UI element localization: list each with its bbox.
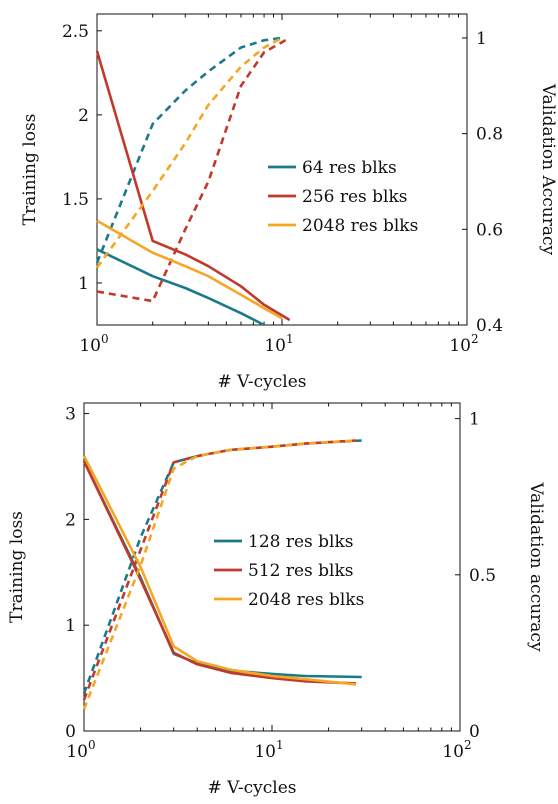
training-loss-line bbox=[95, 50, 291, 322]
x-tick-label: 101 bbox=[264, 332, 293, 356]
plot-frame bbox=[96, 13, 468, 326]
y2-tick-label: 0.5 bbox=[469, 566, 496, 586]
x-tick-label: 102 bbox=[449, 332, 478, 356]
x-tick-label: 101 bbox=[254, 738, 283, 762]
chart-panel-1: 100 101 102 1 1.5 2 2.5 0.4 0.6 0.8 1 # V-cycles Tra… bbox=[20, 13, 558, 392]
training-loss-line bbox=[82, 455, 357, 686]
y-tick-label: 0 bbox=[65, 722, 76, 742]
y-axis-title: Training loss bbox=[20, 114, 40, 226]
training-loss-line bbox=[96, 248, 265, 327]
training-loss-line bbox=[96, 219, 283, 320]
x-axis-title: # V-cycles bbox=[208, 778, 297, 798]
y-tick-label: 1 bbox=[65, 616, 76, 636]
y-tick-label: 2 bbox=[65, 510, 76, 530]
validation-accuracy-line bbox=[95, 36, 283, 264]
y-tick-label: 1.5 bbox=[62, 190, 89, 210]
y-tick-label: 2 bbox=[78, 106, 89, 126]
y2-tick-label: 0.6 bbox=[476, 220, 503, 240]
legend-label: 2048 res blks bbox=[248, 590, 364, 610]
validation-accuracy-line bbox=[82, 439, 357, 710]
x-axis-title: # V-cycles bbox=[218, 372, 307, 392]
validation-accuracy-line bbox=[96, 36, 291, 303]
y2-axis-title: Validation accuracy bbox=[526, 481, 546, 652]
y2-axis-title: Validation Accuracy bbox=[538, 83, 558, 256]
y-tick-label: 3 bbox=[65, 405, 76, 425]
legend-label: 64 res blks bbox=[302, 158, 397, 178]
y-axis-title: Training loss bbox=[7, 511, 27, 623]
y2-tick-label: 0.4 bbox=[476, 316, 503, 336]
legend-label: 128 res blks bbox=[248, 532, 354, 552]
training-loss-line bbox=[82, 460, 357, 685]
y-tick-label: 1 bbox=[78, 274, 89, 294]
y2-tick-label: 0 bbox=[469, 722, 480, 742]
y2-tick-label: 1 bbox=[469, 410, 480, 430]
y-tick-label: 2.5 bbox=[62, 22, 89, 42]
legend-label: 256 res blks bbox=[302, 187, 408, 207]
y2-tick-label: 0.8 bbox=[476, 125, 503, 145]
y2-tick-label: 1 bbox=[476, 29, 487, 49]
legend-label: 512 res blks bbox=[248, 561, 354, 581]
x-tick-label: 102 bbox=[442, 738, 471, 762]
x-tick-label: 100 bbox=[79, 332, 108, 356]
legend-label: 2048 res blks bbox=[302, 216, 418, 236]
validation-accuracy-line bbox=[95, 36, 283, 269]
